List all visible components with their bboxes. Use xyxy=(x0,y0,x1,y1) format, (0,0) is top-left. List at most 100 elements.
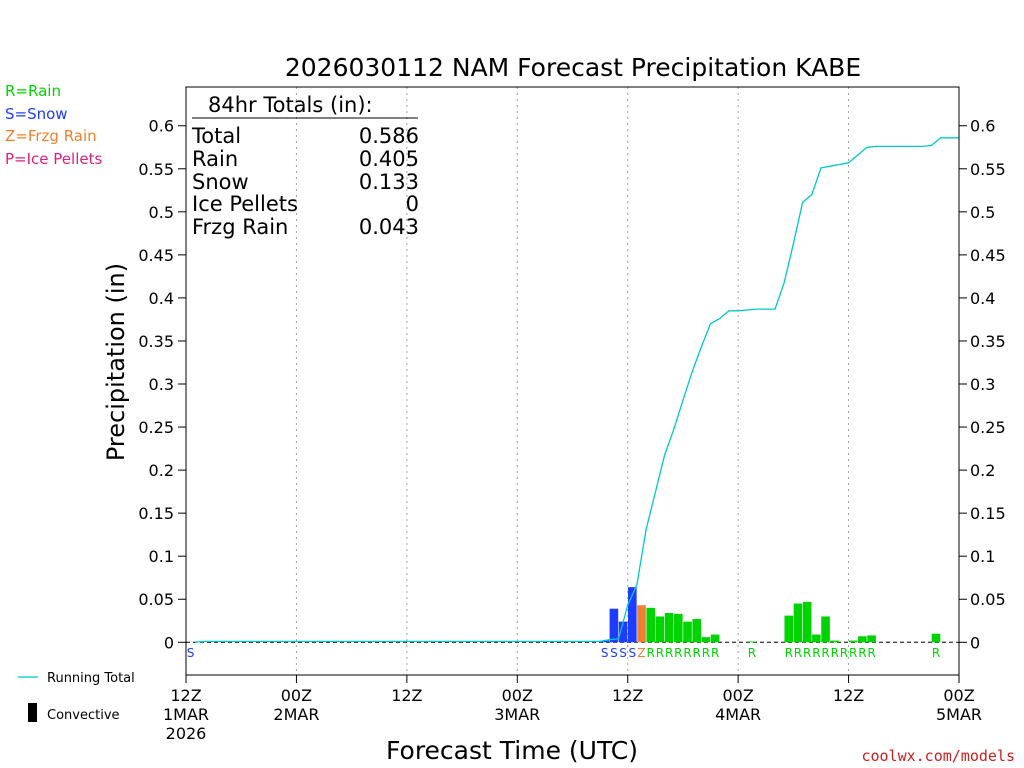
y-tick-label-right: 0.45 xyxy=(970,246,1006,265)
type-label: R xyxy=(748,646,756,660)
precip-bar xyxy=(858,636,867,643)
chart-title: 2026030112 NAM Forecast Precipitation KA… xyxy=(285,53,861,82)
precip-bar xyxy=(710,634,720,643)
totals-header: 84hr Totals (in): xyxy=(208,93,373,117)
type-legend: R=Rain S=Snow Z=Frzg Rain P=Ice Pellets xyxy=(5,82,102,168)
type-label: R xyxy=(674,646,682,660)
precip-bar xyxy=(793,603,803,643)
y-tick-label-right: 0.5 xyxy=(970,203,995,222)
x-tick-label: 3MAR xyxy=(494,705,540,724)
y-tick-label-left: 0.3 xyxy=(149,375,174,394)
x-tick-label: 2MAR xyxy=(273,705,319,724)
y-tick-label-right: 0.35 xyxy=(970,332,1006,351)
y-tick-label-right: 0.55 xyxy=(970,160,1006,179)
y-tick-label-right: 0.15 xyxy=(970,504,1006,523)
series-legend: Running Total Convective xyxy=(18,671,135,723)
precip-bar xyxy=(618,621,628,643)
plot-running-total xyxy=(195,137,959,643)
precip-bar xyxy=(747,641,757,643)
type-label: R xyxy=(794,646,802,660)
precip-bar xyxy=(802,601,812,643)
type-label: R xyxy=(647,646,655,660)
legend-rain-label: R=Rain xyxy=(5,82,61,100)
type-label: S xyxy=(601,646,609,660)
x-axis-label: Forecast Time (UTC) xyxy=(386,736,638,765)
plot-border xyxy=(185,86,960,676)
precip-bar xyxy=(931,633,941,643)
type-label: S xyxy=(610,646,618,660)
y-axis-label: Precipitation (in) xyxy=(102,263,130,461)
type-label: S xyxy=(629,646,637,660)
type-label: R xyxy=(932,646,940,660)
precip-bar xyxy=(637,605,646,643)
precip-bar xyxy=(628,587,637,643)
type-label: R xyxy=(656,646,664,660)
x-tick-label: 2026 xyxy=(166,724,207,743)
plot-bars xyxy=(600,587,941,643)
convective-legend-label: Convective xyxy=(47,708,120,723)
y-tick-label-left: 0.15 xyxy=(138,504,174,523)
type-label: R xyxy=(711,646,719,660)
y-tick-label-right: 0 xyxy=(970,633,980,652)
type-label: R xyxy=(803,646,811,660)
x-tick-label: 12Z xyxy=(612,686,643,705)
x-tick-label: 12Z xyxy=(170,686,201,705)
y-tick-label-left: 0.05 xyxy=(138,590,174,609)
y-tick-label-left: 0.6 xyxy=(149,117,174,136)
x-tick-label: 00Z xyxy=(943,686,974,705)
precip-bar xyxy=(600,640,610,643)
precip-bar xyxy=(812,634,821,643)
totals-total-label: Total xyxy=(191,124,241,148)
precip-bar xyxy=(784,615,794,643)
x-tick-label: 4MAR xyxy=(715,705,761,724)
totals-ice-pellets-label: Ice Pellets xyxy=(192,192,298,216)
y-tick-label-right: 0.4 xyxy=(970,289,995,308)
y-tick-label-left: 0.55 xyxy=(138,160,174,179)
precip-bar xyxy=(867,635,876,643)
precip-bar xyxy=(701,637,711,643)
type-label: R xyxy=(831,646,839,660)
y-tick-label-left: 0 xyxy=(164,633,174,652)
x-tick-label: 12Z xyxy=(833,686,864,705)
totals-snow-value: 0.133 xyxy=(359,170,419,194)
y-tick-label-right: 0.05 xyxy=(970,590,1006,609)
type-label: R xyxy=(683,646,691,660)
type-label: R xyxy=(785,646,793,660)
precip-bar xyxy=(609,608,619,643)
y-tick-label-left: 0.2 xyxy=(149,461,174,480)
y-tick-label-left: 0.1 xyxy=(149,547,174,566)
type-label: R xyxy=(849,646,857,660)
totals-ice-pellets-value: 0 xyxy=(406,192,419,216)
totals-box: 84hr Totals (in): Total 0.586 Rain 0.405… xyxy=(191,93,419,239)
y-tick-label-left: 0.35 xyxy=(138,332,174,351)
type-label: R xyxy=(812,646,820,660)
type-label: Z xyxy=(637,646,645,660)
totals-frzg-rain-value: 0.043 xyxy=(359,215,419,239)
x-tick-label: 00Z xyxy=(281,686,312,705)
precip-bar xyxy=(664,613,674,643)
y-tick-label-right: 0.3 xyxy=(970,375,995,394)
totals-rain-label: Rain xyxy=(192,147,238,171)
precip-bar xyxy=(683,621,692,643)
type-label: R xyxy=(702,646,710,660)
plot-grid xyxy=(186,87,959,675)
precip-bar xyxy=(674,613,683,643)
y-tick-label-right: 0.2 xyxy=(970,461,995,480)
type-label: R xyxy=(821,646,829,660)
precip-bar xyxy=(646,607,656,643)
totals-snow-label: Snow xyxy=(192,170,249,194)
type-label: R xyxy=(858,646,866,660)
precip-bar xyxy=(830,640,840,643)
y-axis-ticks: 0 0 0.05 0.05 0.1 0.1 0.15 0.15 0.2 0.2 0.25 0.25 0.… xyxy=(138,117,1005,653)
precip-bar xyxy=(655,616,665,643)
x-tick-label: 1MAR xyxy=(163,705,209,724)
precip-bar xyxy=(692,619,702,643)
plot-frame xyxy=(185,86,960,676)
y-tick-label-right: 0.6 xyxy=(970,117,995,136)
legend-snow-label: S=Snow xyxy=(5,105,68,123)
precip-bar xyxy=(848,640,858,643)
y-tick-label-right: 0.1 xyxy=(970,547,995,566)
x-tick-label: 5MAR xyxy=(936,705,982,724)
